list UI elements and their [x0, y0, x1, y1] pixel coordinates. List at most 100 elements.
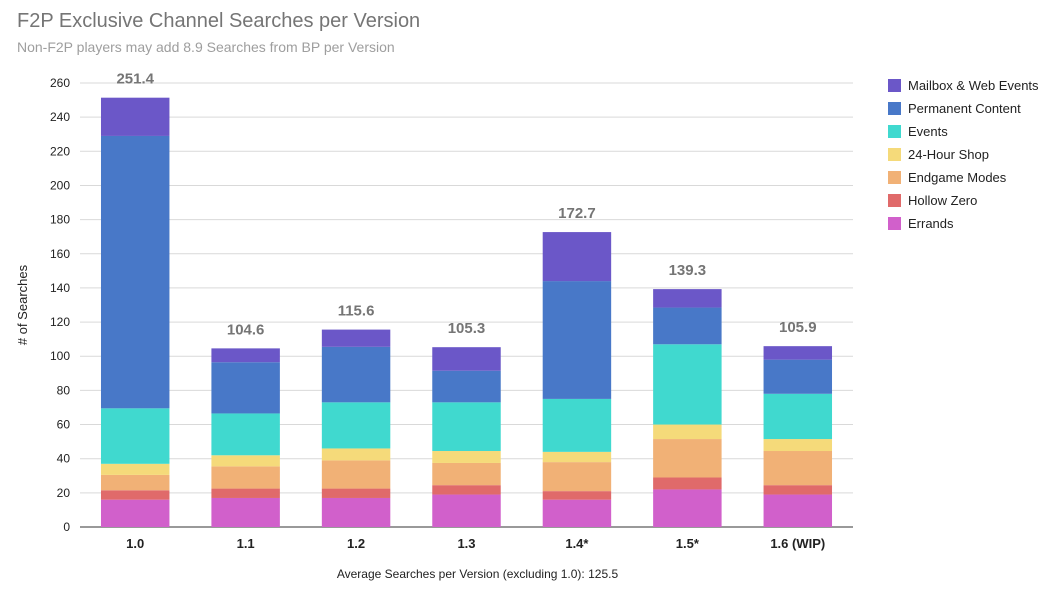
y-tick-label: 60 [57, 418, 71, 432]
bar-total-label: 251.4 [116, 71, 154, 88]
bar-segment-events [321, 402, 391, 449]
y-tick-label: 80 [57, 383, 71, 397]
y-tick-label: 0 [63, 520, 70, 534]
legend-label: Endgame Modes [908, 170, 1007, 185]
bar-segment-errands [763, 494, 833, 527]
bar-segment-endgame-modes [100, 474, 170, 491]
legend-item: Endgame Modes [888, 166, 1039, 189]
legend-item: Hollow Zero [888, 189, 1039, 212]
chart-subtitle: Non-F2P players may add 8.9 Searches fro… [17, 39, 395, 55]
bar-total-label: 105.9 [779, 319, 817, 336]
y-tick-label: 180 [50, 213, 70, 227]
bar-segment-errands [100, 499, 170, 527]
bar-segment-24-hour-shop [653, 424, 722, 440]
legend-swatch [888, 171, 901, 184]
bar-segment-mailbox-web-events [653, 289, 722, 308]
bar-segment-hollow-zero [542, 491, 612, 500]
bar-segment-events [542, 398, 612, 452]
bar-segment-permanent-content [211, 362, 280, 414]
bar-segment-24-hour-shop [432, 451, 501, 463]
legend-item: Mailbox & Web Events [888, 74, 1039, 97]
bar-segment-endgame-modes [653, 439, 722, 478]
x-tick-label: 1.1 [237, 536, 255, 551]
bar-segment-endgame-modes [432, 462, 501, 486]
bar-total-label: 139.3 [669, 262, 707, 279]
legend-label: Hollow Zero [908, 193, 978, 208]
bar-segment-permanent-content [763, 359, 833, 394]
bar-segment-permanent-content [542, 281, 612, 399]
y-tick-label: 160 [50, 247, 70, 261]
bar-segment-permanent-content [432, 370, 501, 403]
bar-segment-endgame-modes [211, 466, 280, 489]
chart-legend: Mailbox & Web Events Permanent Content Eve… [888, 74, 1039, 235]
bar-segment-hollow-zero [321, 488, 391, 498]
legend-swatch [888, 125, 901, 138]
legend-swatch [888, 148, 901, 161]
x-tick-label: 1.4* [565, 536, 589, 551]
bar-segment-errands [542, 499, 612, 527]
bar-total-label: 172.7 [558, 205, 596, 222]
bar-segment-permanent-content [321, 346, 391, 403]
y-tick-label: 260 [50, 76, 70, 90]
legend-swatch [888, 102, 901, 115]
bar-total-label: 104.6 [227, 321, 265, 338]
bar-segment-mailbox-web-events [321, 329, 391, 347]
y-tick-label: 100 [50, 349, 70, 363]
y-tick-label: 200 [50, 178, 70, 192]
bar-segment-mailbox-web-events [432, 347, 501, 371]
y-tick-label: 120 [50, 315, 70, 329]
bar-segment-24-hour-shop [100, 463, 170, 475]
y-tick-label: 20 [57, 486, 71, 500]
bar-segment-mailbox-web-events [763, 346, 833, 360]
bar-segment-24-hour-shop [542, 451, 612, 463]
bar-segment-mailbox-web-events [542, 232, 612, 282]
legend-label: Permanent Content [908, 101, 1021, 116]
bar-segment-events [100, 408, 170, 464]
x-axis-label: Average Searches per Version (excluding … [336, 567, 619, 581]
bar-total-label: 115.6 [338, 303, 375, 320]
legend-item: Errands [888, 212, 1039, 235]
bar-segment-24-hour-shop [321, 448, 391, 461]
chart-title: F2P Exclusive Channel Searches per Versi… [17, 10, 421, 32]
bar-segment-hollow-zero [211, 488, 280, 498]
bar-total-label: 105.3 [448, 320, 486, 337]
legend-label: 24-Hour Shop [908, 147, 989, 162]
x-tick-label: 1.0 [126, 536, 144, 551]
legend-label: Errands [908, 216, 954, 231]
legend-item: Permanent Content [888, 97, 1039, 120]
bar-segment-endgame-modes [763, 451, 833, 486]
x-tick-label: 1.6 (WIP) [770, 536, 825, 551]
bar-segment-events [653, 344, 722, 425]
bar-segment-events [211, 413, 280, 456]
bar-segment-errands [321, 497, 391, 527]
bar-segment-hollow-zero [432, 485, 501, 495]
legend-swatch [888, 217, 901, 230]
bar-segment-events [432, 402, 501, 452]
x-tick-label: 1.2 [347, 536, 365, 551]
y-axis-label: # of Searches [15, 264, 30, 345]
bar-segment-errands [653, 489, 722, 527]
legend-item: Events [888, 120, 1039, 143]
bar-segment-permanent-content [100, 135, 170, 409]
bar-segment-hollow-zero [100, 490, 170, 500]
bar-segment-mailbox-web-events [211, 348, 280, 363]
bar-segment-hollow-zero [763, 485, 833, 495]
bar-segment-endgame-modes [321, 460, 391, 489]
legend-label: Events [908, 124, 948, 139]
bar-segment-events [763, 393, 833, 440]
bar-segment-errands [211, 497, 280, 527]
y-tick-label: 40 [57, 452, 71, 466]
y-tick-label: 220 [50, 144, 70, 158]
legend-swatch [888, 79, 901, 92]
x-tick-label: 1.3 [457, 536, 475, 551]
bar-segment-errands [432, 494, 501, 527]
bar-segment-mailbox-web-events [100, 97, 170, 136]
bar-segment-24-hour-shop [763, 439, 833, 452]
y-tick-label: 240 [50, 110, 70, 124]
bar-segment-hollow-zero [653, 477, 722, 490]
x-tick-label: 1.5* [676, 536, 700, 551]
legend-item: 24-Hour Shop [888, 143, 1039, 166]
bar-segment-24-hour-shop [211, 455, 280, 467]
bar-segment-endgame-modes [542, 462, 612, 492]
